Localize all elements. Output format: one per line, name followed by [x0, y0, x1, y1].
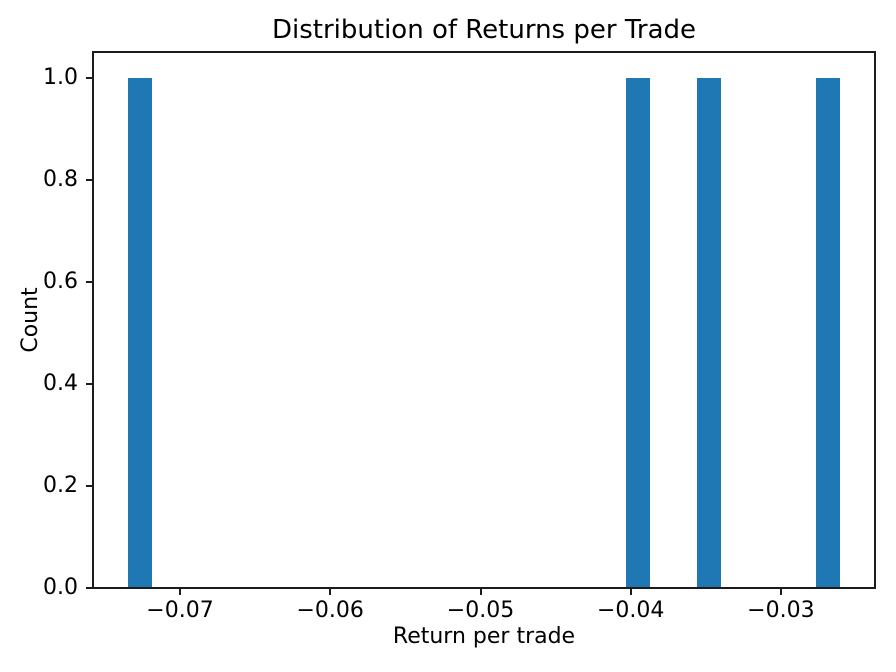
y-tick-mark	[86, 587, 93, 589]
plot-area	[93, 52, 875, 588]
y-tick-mark	[86, 280, 93, 283]
histogram-bar	[626, 77, 650, 588]
y-tick-mark	[86, 76, 93, 79]
y-tick-label: 0.2	[43, 472, 78, 498]
chart-title: Distribution of Returns per Trade	[272, 15, 696, 45]
y-tick-label: 0.8	[43, 166, 78, 192]
histogram-bar	[128, 77, 152, 588]
x-tick-label: −0.04	[596, 598, 665, 623]
y-tick-mark	[86, 178, 93, 181]
x-tick-label: −0.03	[747, 598, 815, 623]
histogram-bar	[816, 77, 840, 588]
y-axis-label: Count	[18, 287, 43, 353]
y-tick-label: 0.4	[43, 370, 78, 396]
x-tick-mark	[179, 588, 181, 595]
y-tick-mark	[86, 484, 93, 487]
y-tick-label: 0.0	[43, 575, 78, 600]
x-axis-label: Return per trade	[392, 624, 576, 649]
y-tick-label: 0.6	[43, 268, 78, 294]
x-tick-mark	[479, 588, 482, 595]
x-tick-label: −0.05	[446, 598, 515, 623]
x-tick-mark	[629, 588, 632, 595]
x-tick-label: −0.07	[146, 598, 214, 623]
x-tick-mark	[329, 588, 332, 595]
x-tick-mark	[779, 588, 782, 595]
x-tick-label: −0.06	[296, 598, 364, 623]
y-tick-label: 1.0	[43, 64, 78, 90]
y-tick-mark	[86, 382, 93, 385]
histogram-bar	[697, 77, 721, 588]
